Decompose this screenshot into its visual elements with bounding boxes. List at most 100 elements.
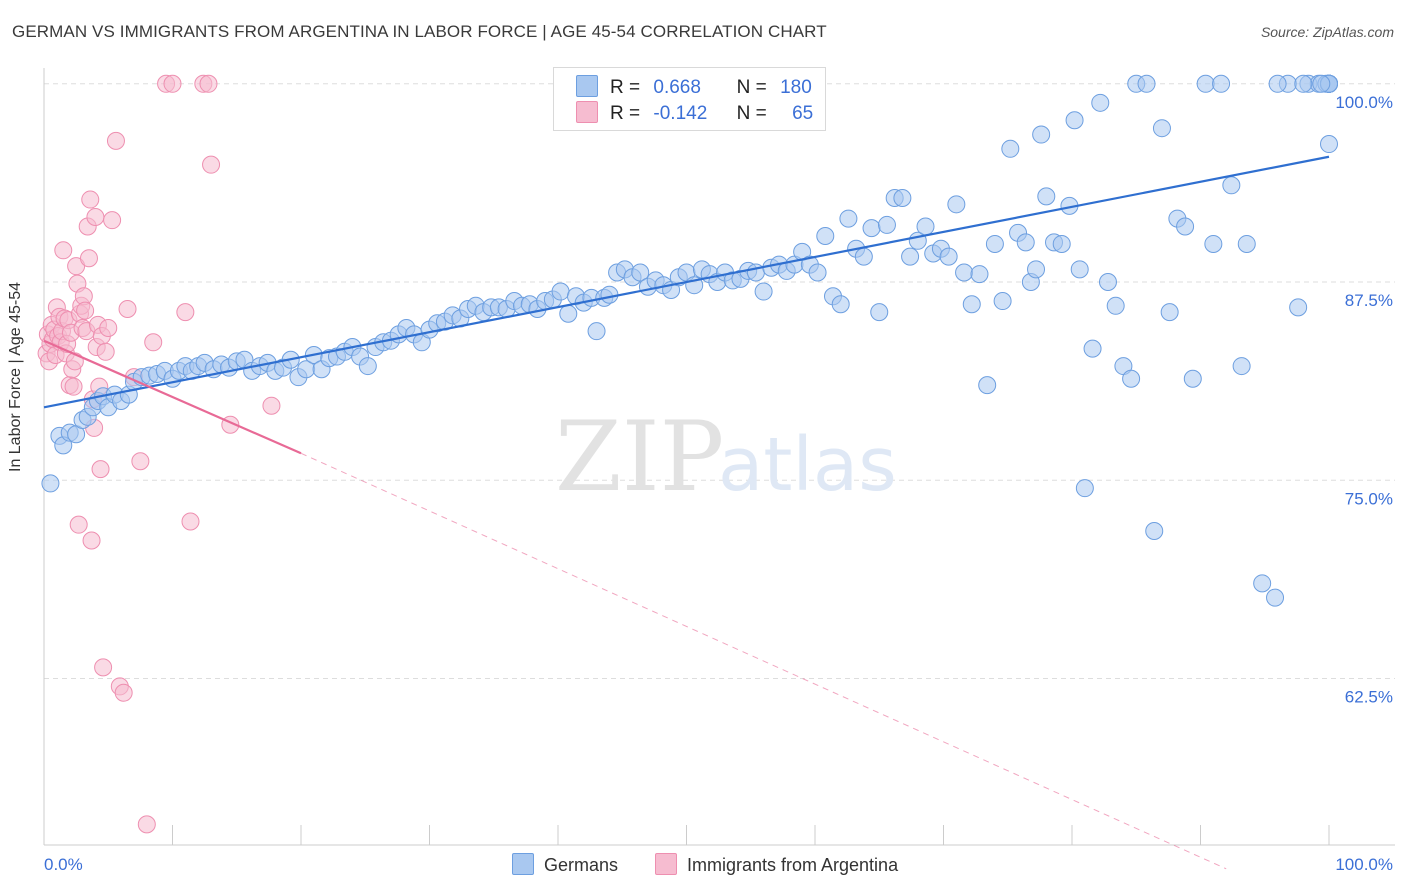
data-point-germans: [877, 215, 896, 234]
data-point-germans: [1183, 369, 1202, 388]
data-point-argentina: [262, 396, 281, 415]
data-point-germans: [587, 322, 606, 341]
data-point-germans: [1032, 125, 1051, 144]
data-point-argentina: [181, 512, 200, 531]
data-point-argentina: [144, 333, 163, 352]
data-point-germans: [1122, 369, 1141, 388]
data-point-argentina: [202, 155, 221, 174]
data-point-germans: [1176, 217, 1195, 236]
data-point-argentina: [96, 342, 115, 361]
n-label: N =: [736, 77, 767, 98]
data-point-germans: [1016, 233, 1035, 252]
y-tick-label: 75.0%: [1345, 489, 1393, 508]
source-label: Source: ZipAtlas.com: [1260, 24, 1394, 40]
data-point-germans: [754, 282, 773, 301]
watermark-zip: ZIP: [555, 401, 724, 513]
data-point-germans: [1212, 74, 1231, 93]
data-point-germans: [947, 195, 966, 214]
data-point-germans: [816, 227, 835, 246]
data-point-germans: [631, 263, 650, 282]
data-point-germans: [1037, 187, 1056, 206]
data-point-germans: [978, 376, 997, 395]
stats-row-argentina: R = -0.142 N = 65: [576, 101, 813, 127]
data-point-argentina: [163, 74, 182, 93]
data-point-germans: [1266, 588, 1285, 607]
data-point-argentina: [79, 249, 98, 268]
legend-label: Germans: [544, 855, 619, 875]
y-tick-label: 87.5%: [1345, 291, 1393, 310]
data-point-germans: [862, 219, 881, 238]
data-point-argentina: [69, 515, 88, 534]
data-point-argentina: [82, 531, 101, 550]
data-point-germans: [901, 247, 920, 266]
y-tick-label: 62.5%: [1345, 687, 1393, 706]
data-point-germans: [1075, 479, 1094, 498]
data-point-germans: [870, 303, 889, 322]
data-point-germans: [1268, 74, 1287, 93]
data-point-germans: [962, 295, 981, 314]
data-point-germans: [1098, 273, 1117, 292]
argentina-swatch: [576, 101, 598, 123]
germans-swatch: [576, 75, 598, 97]
watermark: ZIP atlas: [555, 401, 897, 513]
data-point-germans: [551, 282, 570, 301]
data-point-germans: [985, 234, 1004, 253]
data-point-germans: [955, 263, 974, 282]
data-point-germans: [41, 474, 60, 493]
data-point-germans: [831, 295, 850, 314]
data-point-argentina: [81, 190, 100, 209]
data-point-germans: [1145, 522, 1164, 540]
data-point-germans: [1294, 74, 1313, 93]
data-point-argentina: [86, 208, 105, 226]
data-point-germans: [1091, 93, 1110, 112]
data-point-germans: [1253, 574, 1272, 593]
data-point-germans: [1070, 260, 1089, 279]
trend-line-argentina-extension: [300, 452, 1227, 870]
trend-line-germans: [43, 155, 1330, 409]
n-value: 180: [780, 77, 812, 98]
data-point-germans: [1027, 260, 1046, 279]
data-point-argentina: [76, 301, 95, 320]
data-point-germans: [1106, 296, 1125, 315]
trend-layer: [43, 155, 1330, 870]
data-point-germans: [993, 292, 1012, 311]
data-point-germans: [1052, 234, 1071, 253]
germans-points: [41, 74, 1338, 607]
data-point-argentina: [118, 299, 137, 318]
data-point-argentina: [67, 257, 86, 276]
immigrants-points: [37, 74, 281, 834]
data-point-germans: [1196, 74, 1215, 93]
data-point-germans: [808, 263, 827, 282]
data-point-argentina: [131, 452, 150, 471]
x-tick-label: 100.0%: [1335, 855, 1393, 874]
argentina-legend-swatch: [655, 853, 677, 875]
data-point-germans: [916, 217, 935, 236]
legend-item-germans[interactable]: Germans: [512, 853, 618, 876]
data-point-argentina: [114, 683, 133, 702]
data-point-germans: [970, 265, 989, 284]
axis-layer: [43, 68, 1395, 846]
tick-label-layer: 100.0% 87.5% 75.0% 62.5% 0.0% 100.0%: [44, 93, 1393, 874]
legend-item-argentina[interactable]: Immigrants from Argentina: [655, 853, 898, 876]
data-point-germans: [559, 304, 578, 323]
n-label: N =: [736, 103, 767, 124]
data-point-germans: [1232, 357, 1251, 376]
data-point-germans: [1289, 298, 1308, 317]
trend-line-argentina: [43, 339, 302, 455]
data-point-germans: [839, 209, 858, 228]
data-point-germans: [1001, 139, 1020, 158]
r-value: 0.668: [653, 77, 701, 98]
data-point-argentina: [176, 303, 195, 322]
data-point-argentina: [199, 74, 218, 93]
y-tick-label: 100.0%: [1335, 93, 1393, 112]
data-point-germans: [358, 357, 377, 376]
data-point-germans: [600, 285, 619, 304]
data-point-argentina: [137, 815, 156, 834]
data-point-argentina: [54, 241, 73, 260]
n-value: 65: [792, 103, 814, 124]
data-point-germans: [939, 247, 958, 266]
data-point-argentina: [103, 211, 122, 230]
data-point-argentina: [64, 377, 83, 396]
data-point-germans: [854, 247, 873, 266]
